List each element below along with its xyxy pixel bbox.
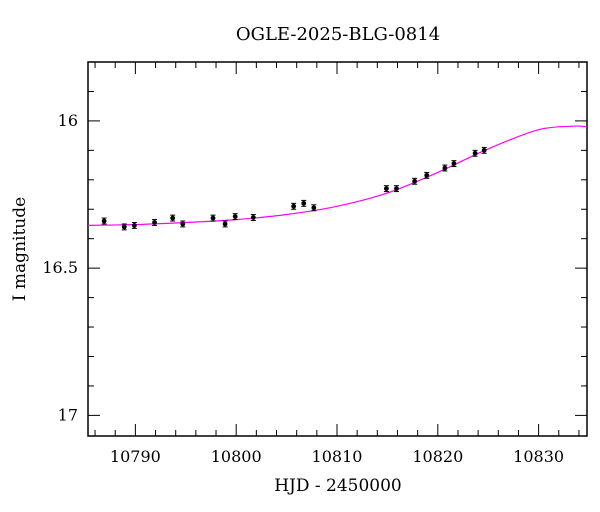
data-point: [472, 150, 478, 156]
data-point: [412, 178, 418, 184]
data-point: [250, 215, 256, 220]
data-point: [394, 186, 399, 192]
model-curve: [87, 125, 588, 226]
data-point: [442, 165, 448, 171]
x-tick-label: 10830: [513, 447, 564, 466]
data-point: [121, 224, 127, 230]
data-point: [301, 200, 307, 206]
axis-ticks: [88, 61, 587, 436]
data-point: [291, 203, 297, 209]
x-tick-label: 10820: [412, 447, 463, 466]
x-tick-label: 10790: [110, 447, 161, 466]
data-point: [232, 214, 238, 220]
data-point: [131, 223, 137, 228]
data-point: [170, 215, 176, 221]
plot-frame: [87, 61, 588, 437]
data-point: [180, 221, 186, 227]
data-point: [451, 161, 457, 166]
data-point: [311, 205, 317, 211]
data-point: [424, 172, 430, 178]
data-point: [152, 220, 157, 225]
data-points: [101, 146, 487, 231]
data-point: [222, 221, 228, 227]
y-tick-label: 16: [58, 111, 78, 130]
data-point: [210, 215, 216, 221]
x-tick-label: 10810: [312, 447, 363, 466]
x-tick-label: 10800: [211, 447, 262, 466]
data-point: [101, 218, 107, 224]
y-tick-label: 17: [58, 405, 78, 424]
chart-title: OGLE-2025-BLG-0814: [236, 24, 440, 45]
data-point: [481, 147, 487, 153]
data-point: [383, 186, 389, 192]
y-tick-label: 16.5: [42, 258, 78, 277]
x-axis-label: HJD - 2450000: [274, 476, 402, 496]
y-axis-label: I magnitude: [10, 197, 30, 301]
tick-labels: 10790 10800 10810 10820 10830 16 16.5 17: [42, 111, 564, 466]
